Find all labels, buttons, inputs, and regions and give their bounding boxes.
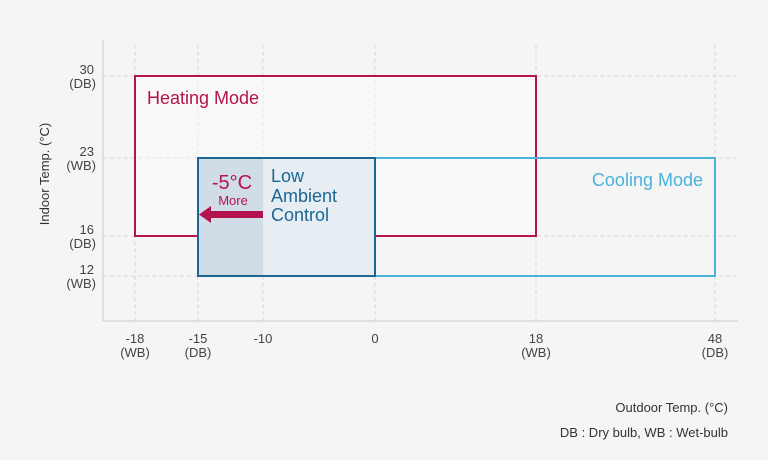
- y-tick-label: 16: [80, 222, 94, 237]
- low-ambient-label-line2: Ambient: [271, 186, 337, 206]
- x-tick-sub: (WB): [521, 345, 551, 360]
- cooling-mode-label: Cooling Mode: [592, 170, 703, 190]
- y-axis-label: Indoor Temp. (°C): [37, 123, 52, 226]
- annotation-sub: More: [218, 193, 248, 208]
- ticks: -18(WB)-15(DB)-10 0 18(WB)48(DB)30(DB)23(W…: [66, 62, 728, 360]
- y-tick-label: 30: [80, 62, 94, 77]
- x-tick-label: 18: [529, 331, 543, 346]
- annotation-value: -5°C: [212, 172, 252, 194]
- footnote: DB : Dry bulb, WB : Wet-bulb: [560, 425, 728, 440]
- x-tick-sub: (DB): [702, 345, 729, 360]
- x-tick-label: -10: [254, 331, 273, 346]
- x-tick-label: -18: [126, 331, 145, 346]
- x-axis-label: Outdoor Temp. (°C): [615, 400, 728, 415]
- y-tick-label: 23: [80, 144, 94, 159]
- low-ambient-label-line3: Control: [271, 205, 329, 225]
- regions: [134, 75, 716, 277]
- heating-mode-label: Heating Mode: [147, 88, 259, 108]
- x-tick-label: 0: [371, 331, 378, 346]
- low-ambient-control-region: [197, 157, 376, 277]
- x-tick-sub: (WB): [120, 345, 150, 360]
- y-tick-label: 12: [80, 262, 94, 277]
- x-tick-label: 48: [708, 331, 722, 346]
- x-tick-sub: (DB): [185, 345, 212, 360]
- y-tick-sub: (WB): [66, 276, 96, 291]
- x-tick-label: -15: [189, 331, 208, 346]
- low-ambient-label-line1: Low: [271, 166, 305, 186]
- y-tick-sub: (WB): [66, 158, 96, 173]
- y-tick-sub: (DB): [69, 236, 96, 251]
- left-arrow-icon: [199, 206, 263, 223]
- y-tick-sub: (DB): [69, 76, 96, 91]
